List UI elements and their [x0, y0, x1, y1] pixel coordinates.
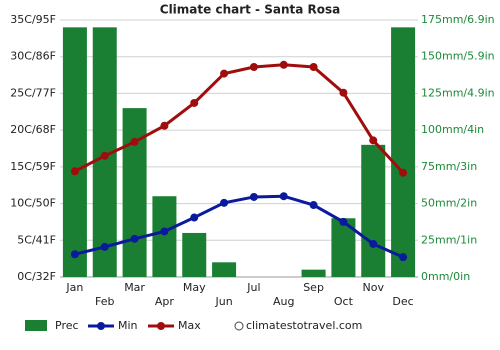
bar: [391, 27, 416, 277]
point: [70, 167, 79, 176]
x-tick-label: Aug: [273, 295, 294, 308]
bar: [361, 144, 386, 277]
bar: [122, 108, 147, 277]
y-tick-label: 25C/77F: [10, 86, 56, 99]
x-tick-label: Sep: [303, 281, 324, 294]
point: [279, 60, 288, 69]
x-tick-label: Mar: [124, 281, 145, 294]
y-tick-label: 30C/86F: [10, 50, 56, 63]
y-tick-label: 10C/50F: [10, 197, 56, 210]
y2-tick-label: 125mm/4.9in: [421, 86, 495, 99]
y2-tick-label: 50mm/2in: [421, 197, 477, 210]
legend-swatch: [157, 322, 165, 330]
bar: [152, 196, 177, 277]
line: [74, 63, 405, 174]
watermark-icon: [234, 321, 244, 331]
point: [309, 201, 318, 210]
y-tick-label: 20C/68F: [10, 123, 56, 136]
legend-swatch: [97, 322, 105, 330]
point: [130, 137, 139, 146]
y2-tick-label: 0mm/0in: [421, 270, 470, 283]
point: [339, 217, 348, 226]
x-tick-label: Jul: [246, 281, 260, 294]
point: [249, 62, 258, 71]
y-tick-label: 15C/59F: [10, 160, 56, 173]
y2-tick-label: 75mm/3in: [421, 160, 477, 173]
y2-tick-label: 100mm/4in: [421, 123, 484, 136]
point: [220, 69, 229, 78]
x-tick-label: Jun: [214, 295, 232, 308]
point: [130, 234, 139, 243]
chart-title: Climate chart - Santa Rosa: [160, 3, 340, 17]
x-tick-label: Dec: [392, 295, 413, 308]
point: [399, 253, 408, 262]
point: [399, 168, 408, 177]
x-tick-label: May: [183, 281, 206, 294]
point: [220, 198, 229, 207]
point: [369, 239, 378, 248]
bar: [301, 269, 326, 277]
watermark: climatestotravel.com: [246, 319, 362, 332]
point: [339, 88, 348, 97]
y2-tick-label: 25mm/1in: [421, 233, 477, 246]
point: [160, 227, 169, 236]
x-tick-label: Feb: [95, 295, 114, 308]
point: [190, 213, 199, 222]
legend-label: Min: [118, 319, 138, 332]
point: [100, 151, 109, 160]
y-tick-label: 0C/32F: [17, 270, 56, 283]
x-tick-label: Apr: [155, 295, 175, 308]
line: [74, 194, 404, 259]
point: [160, 121, 169, 130]
point: [190, 98, 199, 107]
point: [100, 242, 109, 251]
legend-label: Max: [178, 319, 201, 332]
bar: [182, 232, 207, 277]
y2-tick-label: 175mm/6.9in: [421, 13, 495, 26]
x-tick-label: Nov: [363, 281, 385, 294]
point: [70, 250, 79, 259]
bar: [212, 262, 237, 277]
x-tick-label: Oct: [334, 295, 354, 308]
y-tick-label: 35C/95F: [10, 13, 56, 26]
point: [279, 192, 288, 201]
y2-tick-label: 150mm/5.9in: [421, 50, 495, 63]
x-tick-label: Jan: [65, 281, 83, 294]
bar: [62, 27, 87, 277]
point: [369, 136, 378, 145]
point: [309, 62, 318, 71]
legend-swatch: [25, 320, 47, 331]
y-tick-label: 5C/41F: [17, 233, 56, 246]
point: [249, 192, 258, 201]
legend-label: Prec: [55, 319, 79, 332]
